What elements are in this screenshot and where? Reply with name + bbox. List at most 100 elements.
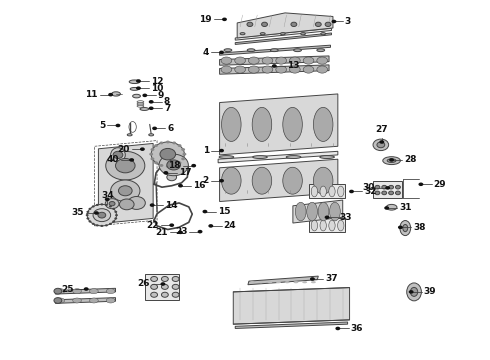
Text: 25: 25 <box>61 284 74 293</box>
Circle shape <box>150 157 154 160</box>
Circle shape <box>149 100 154 104</box>
Ellipse shape <box>286 156 301 158</box>
Circle shape <box>100 225 103 227</box>
Text: 9: 9 <box>158 91 164 100</box>
Circle shape <box>310 277 315 281</box>
Polygon shape <box>237 13 333 38</box>
Bar <box>373 181 402 198</box>
Circle shape <box>151 292 158 297</box>
Ellipse shape <box>221 167 241 194</box>
Circle shape <box>116 124 121 127</box>
Ellipse shape <box>303 57 314 64</box>
Circle shape <box>418 183 423 186</box>
Ellipse shape <box>403 225 408 231</box>
Circle shape <box>384 206 389 210</box>
Ellipse shape <box>321 33 326 35</box>
Circle shape <box>136 79 141 83</box>
Circle shape <box>181 148 185 151</box>
Ellipse shape <box>252 167 272 194</box>
Polygon shape <box>233 288 349 324</box>
Text: 39: 39 <box>424 287 437 296</box>
Ellipse shape <box>387 159 396 162</box>
Ellipse shape <box>224 49 232 51</box>
Ellipse shape <box>320 186 326 197</box>
Circle shape <box>377 142 385 148</box>
Circle shape <box>86 217 89 220</box>
Circle shape <box>262 22 268 27</box>
Ellipse shape <box>276 281 281 283</box>
Ellipse shape <box>73 298 81 303</box>
Ellipse shape <box>259 281 264 283</box>
Circle shape <box>161 276 168 282</box>
Ellipse shape <box>56 289 65 294</box>
Ellipse shape <box>320 156 334 158</box>
Circle shape <box>98 212 106 218</box>
Ellipse shape <box>314 107 333 141</box>
Circle shape <box>385 186 390 190</box>
Circle shape <box>389 185 393 189</box>
Circle shape <box>160 282 165 286</box>
Ellipse shape <box>106 289 115 294</box>
Circle shape <box>166 140 170 143</box>
Circle shape <box>140 147 145 151</box>
Text: 4: 4 <box>202 48 209 57</box>
Polygon shape <box>235 322 347 328</box>
Circle shape <box>96 224 99 226</box>
Circle shape <box>181 157 185 160</box>
Circle shape <box>172 292 179 297</box>
Text: 32: 32 <box>364 187 377 196</box>
Ellipse shape <box>285 281 290 283</box>
Text: 38: 38 <box>413 223 426 232</box>
Text: 3: 3 <box>344 17 351 26</box>
Circle shape <box>222 18 227 21</box>
Circle shape <box>112 208 115 210</box>
Ellipse shape <box>90 298 98 303</box>
Circle shape <box>92 223 95 225</box>
Polygon shape <box>220 45 331 55</box>
Ellipse shape <box>329 220 335 231</box>
Ellipse shape <box>129 80 140 84</box>
Text: 30: 30 <box>363 183 375 192</box>
Circle shape <box>395 191 400 195</box>
Circle shape <box>92 205 95 207</box>
Ellipse shape <box>140 108 149 111</box>
Circle shape <box>197 230 202 233</box>
Ellipse shape <box>317 49 325 51</box>
Circle shape <box>105 204 108 206</box>
Circle shape <box>128 197 146 210</box>
Circle shape <box>161 292 168 297</box>
Circle shape <box>136 86 141 90</box>
Circle shape <box>151 142 184 166</box>
Ellipse shape <box>317 66 328 73</box>
Circle shape <box>105 224 108 226</box>
Text: 12: 12 <box>151 77 164 86</box>
Ellipse shape <box>133 94 141 98</box>
Circle shape <box>151 276 158 282</box>
Ellipse shape <box>250 281 255 283</box>
Circle shape <box>325 216 330 219</box>
Text: 2: 2 <box>202 176 209 185</box>
Circle shape <box>219 179 224 183</box>
Text: 26: 26 <box>138 279 150 288</box>
Bar <box>309 184 345 198</box>
Circle shape <box>172 164 176 167</box>
Circle shape <box>150 203 155 207</box>
Polygon shape <box>220 159 338 202</box>
Circle shape <box>325 22 331 27</box>
Text: 14: 14 <box>165 201 177 210</box>
Circle shape <box>202 210 207 213</box>
Ellipse shape <box>276 57 287 64</box>
Ellipse shape <box>400 221 411 235</box>
Circle shape <box>409 290 414 294</box>
Ellipse shape <box>311 186 318 197</box>
Circle shape <box>379 140 384 144</box>
Polygon shape <box>248 276 318 285</box>
Circle shape <box>54 288 62 294</box>
Ellipse shape <box>221 66 232 73</box>
Circle shape <box>375 191 380 195</box>
Circle shape <box>100 203 103 206</box>
Circle shape <box>389 158 394 162</box>
Text: 20: 20 <box>117 145 130 154</box>
Ellipse shape <box>294 281 298 283</box>
Circle shape <box>172 284 179 289</box>
